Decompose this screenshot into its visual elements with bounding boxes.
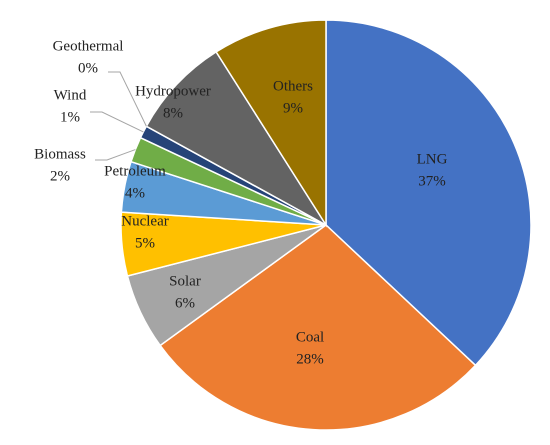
slice-value-label: 9%: [283, 100, 303, 116]
slice-label: Coal: [296, 329, 324, 345]
pie-slice: [215, 19, 327, 228]
slice-label: Solar: [169, 273, 201, 289]
slice-value-label: 4%: [125, 185, 145, 201]
slice-value-label: 2%: [50, 168, 70, 184]
slice-label: Biomass: [34, 146, 86, 162]
slice-label: Hydropower: [135, 83, 211, 99]
slice-value-label: 0%: [78, 60, 98, 76]
slice-label: Geothermal: [53, 38, 124, 54]
pie-slice: [159, 224, 477, 431]
slice-value-label: 28%: [296, 351, 324, 367]
slice-label: Wind: [54, 87, 87, 103]
pie-slice: [325, 19, 532, 367]
slice-label: Others: [273, 78, 313, 94]
slice-label: Nuclear: [121, 213, 168, 229]
slice-value-label: 8%: [163, 105, 183, 121]
slice-label: LNG: [417, 151, 448, 167]
slice-value-label: 5%: [135, 235, 155, 251]
slice-value-label: 6%: [175, 295, 195, 311]
pie-slice: [145, 50, 327, 226]
slice-label: Petroleum: [104, 163, 166, 179]
slice-value-label: 37%: [418, 173, 446, 189]
slice-value-label: 1%: [60, 109, 80, 125]
leader-line: [95, 149, 136, 161]
leader-line: [90, 111, 144, 133]
leader-line: [108, 71, 147, 127]
